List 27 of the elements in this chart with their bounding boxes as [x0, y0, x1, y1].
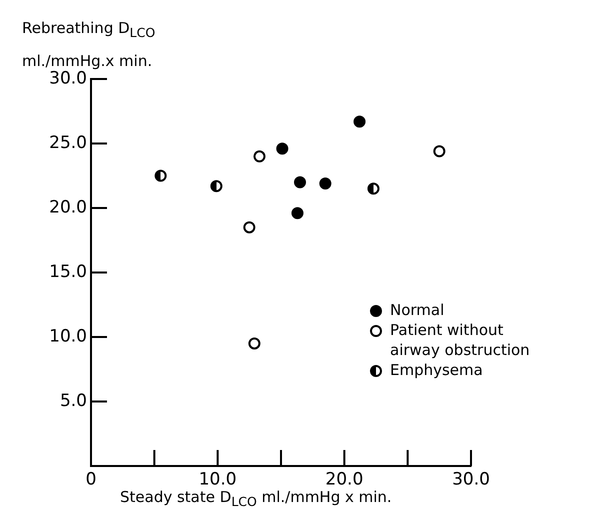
point — [367, 182, 380, 195]
x-tick-label: 0 — [86, 470, 96, 490]
point — [294, 176, 306, 188]
x-tick-label: 30.0 — [452, 470, 490, 490]
y-axis-title: Rebreathing D$_{LCO}$ ml./mmHg.x min. — [22, 18, 156, 70]
y-tick-label: 15.0 — [49, 262, 87, 282]
point — [354, 116, 366, 128]
legend-label: Emphysema — [390, 360, 483, 380]
point — [210, 180, 222, 192]
point — [154, 170, 167, 182]
y-tick-label: 20.0 — [49, 197, 87, 218]
y-tick-label: 5.0 — [60, 390, 87, 411]
x-tick-label: 20.0 — [325, 470, 364, 490]
point — [433, 145, 446, 158]
point — [319, 177, 332, 190]
point — [243, 221, 256, 234]
x-tick-label: 10.0 — [198, 470, 237, 490]
point — [253, 150, 266, 162]
point — [276, 142, 288, 155]
legend-label: Normal — [390, 300, 444, 320]
legend-label: Patient without airway obstruction — [390, 320, 531, 360]
y-tick-label: 30.0 — [49, 68, 87, 88]
y-tick-label: 10.0 — [49, 326, 87, 346]
point — [248, 337, 260, 350]
point — [291, 207, 304, 220]
x-axis-title: Steady state D$_{LCO}$ ml./mmHg x min. — [120, 488, 392, 509]
y-tick-label: 25.0 — [49, 132, 87, 153]
